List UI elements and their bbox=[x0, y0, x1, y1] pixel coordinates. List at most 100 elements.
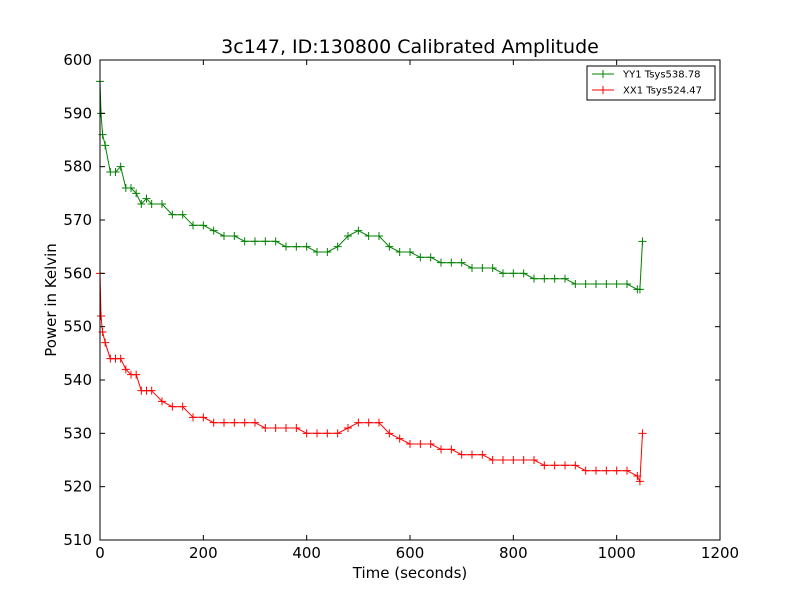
data-point bbox=[635, 285, 644, 294]
data-point bbox=[478, 264, 487, 272]
data-point bbox=[302, 242, 311, 251]
y-tick-label: 580 bbox=[63, 158, 92, 176]
data-point bbox=[127, 184, 135, 192]
data-point bbox=[230, 232, 239, 240]
data-point bbox=[292, 242, 301, 251]
data-point bbox=[220, 232, 228, 240]
data-point bbox=[638, 429, 647, 438]
data-point bbox=[530, 456, 538, 464]
data-point bbox=[623, 280, 631, 288]
data-point bbox=[220, 418, 228, 427]
data-point bbox=[581, 466, 590, 475]
chart-title: 3c147, ID:130800 Calibrated Amplitude bbox=[221, 36, 599, 58]
data-point bbox=[116, 354, 125, 363]
data-point bbox=[271, 237, 280, 246]
data-point bbox=[302, 429, 311, 438]
legend-label: XX1 Tsys524.47 bbox=[623, 86, 702, 97]
x-tick-label: 200 bbox=[189, 544, 218, 562]
legend-items: YY1 Tsys538.78 XX1 Tsys524.47 bbox=[592, 70, 702, 97]
data-point bbox=[468, 264, 476, 272]
data-point bbox=[499, 456, 507, 464]
data-point bbox=[509, 269, 518, 278]
x-tick-label: 800 bbox=[499, 544, 528, 562]
data-point bbox=[121, 365, 130, 374]
data-point bbox=[251, 237, 259, 246]
x-tick-label: 0 bbox=[95, 544, 105, 562]
data-point bbox=[509, 456, 518, 464]
data-point bbox=[550, 274, 559, 283]
data-point bbox=[168, 402, 177, 411]
data-point bbox=[142, 194, 151, 203]
data-point bbox=[550, 461, 559, 470]
data-point bbox=[344, 424, 352, 432]
data-point bbox=[282, 424, 290, 432]
data-point bbox=[571, 461, 580, 470]
data-point bbox=[519, 456, 528, 464]
data-point bbox=[447, 258, 456, 267]
data-point bbox=[530, 274, 538, 283]
data-point bbox=[395, 434, 404, 443]
data-point bbox=[168, 210, 177, 219]
data-point bbox=[323, 429, 332, 438]
data-point bbox=[488, 264, 497, 272]
x-tick-label: 1000 bbox=[598, 544, 636, 562]
data-point bbox=[209, 418, 218, 427]
data-point bbox=[323, 248, 332, 256]
data-point bbox=[240, 237, 249, 246]
data-point bbox=[178, 402, 187, 411]
data-point bbox=[499, 269, 507, 278]
data-point bbox=[571, 280, 580, 288]
data-point bbox=[426, 253, 435, 262]
data-point bbox=[209, 226, 218, 235]
legend: YY1 Tsys538.78 XX1 Tsys524.47 bbox=[586, 65, 716, 101]
series-0 bbox=[96, 77, 647, 294]
data-point bbox=[147, 386, 156, 395]
data-point bbox=[635, 477, 644, 486]
data-point bbox=[612, 280, 621, 288]
data-point bbox=[406, 440, 414, 448]
data-point bbox=[199, 413, 208, 422]
data-point bbox=[333, 242, 342, 251]
data-point bbox=[261, 237, 270, 246]
data-point bbox=[292, 424, 301, 432]
data-point bbox=[97, 312, 106, 320]
data-point bbox=[364, 418, 373, 427]
data-point bbox=[638, 237, 647, 246]
y-tick-label: 540 bbox=[63, 371, 92, 389]
data-point bbox=[623, 466, 631, 475]
y-tick-label: 530 bbox=[63, 424, 92, 442]
data-point bbox=[199, 221, 208, 230]
series-layer bbox=[96, 77, 647, 486]
data-point bbox=[158, 200, 166, 208]
data-point bbox=[354, 226, 363, 235]
legend-entry: YY1 Tsys538.78 bbox=[592, 70, 701, 81]
legend-label: YY1 Tsys538.78 bbox=[622, 70, 701, 81]
y-tick-label: 560 bbox=[63, 264, 92, 282]
data-point bbox=[375, 232, 383, 240]
data-point bbox=[592, 280, 600, 288]
data-point bbox=[147, 200, 156, 208]
data-point bbox=[101, 141, 110, 150]
legend-marker bbox=[599, 86, 607, 94]
y-tick-label: 520 bbox=[63, 478, 92, 496]
data-point bbox=[416, 440, 425, 448]
data-point bbox=[406, 248, 414, 256]
data-point bbox=[457, 450, 466, 459]
data-point bbox=[282, 242, 290, 251]
data-point bbox=[457, 258, 466, 267]
data-point bbox=[178, 210, 187, 219]
data-point bbox=[437, 445, 445, 454]
data-point bbox=[612, 466, 621, 475]
legend-box bbox=[586, 65, 716, 101]
data-point bbox=[240, 418, 249, 427]
x-axis-label: Time (seconds) bbox=[352, 564, 468, 582]
data-point bbox=[111, 168, 120, 176]
data-point bbox=[540, 461, 549, 470]
data-point bbox=[116, 162, 125, 171]
data-point bbox=[447, 445, 456, 454]
data-point bbox=[488, 456, 497, 464]
data-point bbox=[385, 429, 394, 438]
x-tick-label: 1200 bbox=[701, 544, 739, 562]
data-point bbox=[251, 418, 259, 427]
data-point bbox=[364, 232, 373, 240]
